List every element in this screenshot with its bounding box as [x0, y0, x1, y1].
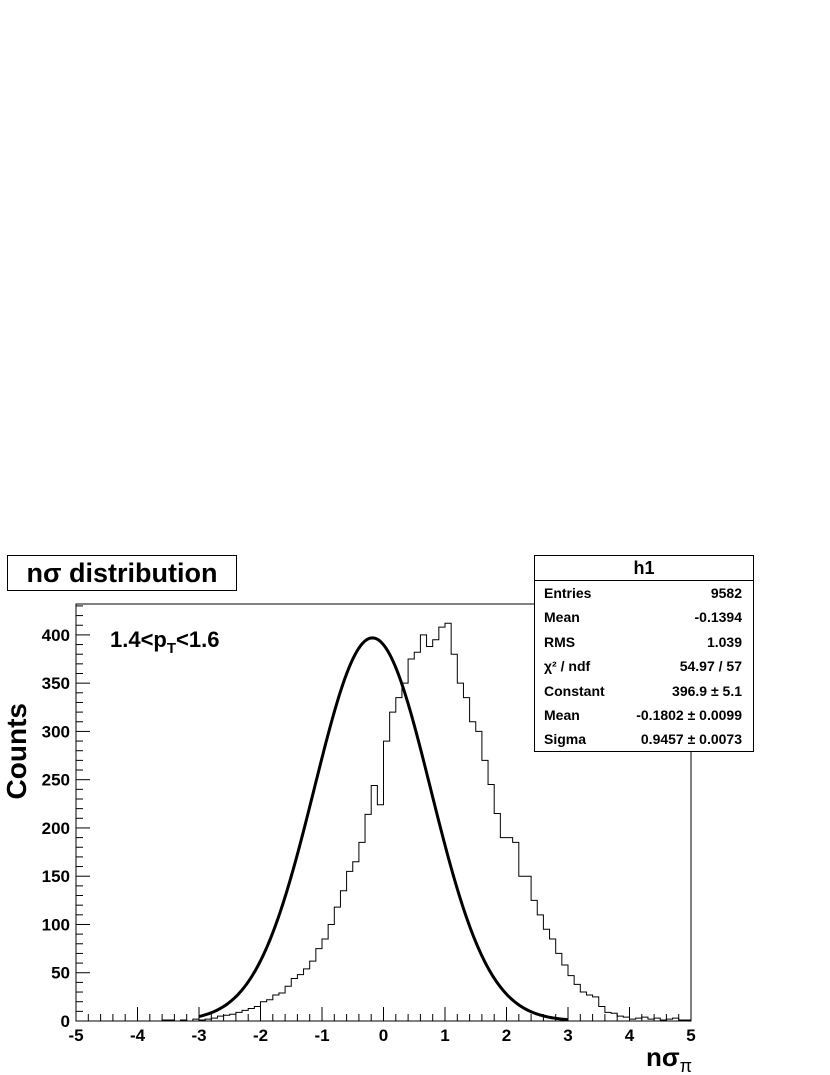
pt-range-annotation: 1.4<pT<1.6 [110, 627, 219, 657]
annotation-suffix: <1.6 [176, 627, 219, 652]
histogram-bars [76, 622, 692, 1022]
stats-value: 1.039 [706, 633, 742, 650]
x-axis-label-sub: π [680, 1056, 692, 1075]
y-tick-label: 0 [61, 1012, 70, 1031]
y-tick-label: 350 [42, 674, 70, 693]
y-tick-label: 100 [42, 915, 70, 934]
x-tick-labels: -5 -4 -3 -2 -1 0 1 2 3 4 5 [68, 1026, 695, 1045]
annotation-subscript: T [167, 640, 176, 657]
x-tick-label: 1 [440, 1026, 449, 1045]
stats-row: Constant 396.9 ± 5.1 [535, 679, 753, 703]
x-axis-ticks [75, 1007, 692, 1021]
y-tick-label: 250 [42, 771, 70, 790]
chart-title: nσ distribution [7, 555, 237, 591]
stats-label: Mean [544, 609, 580, 626]
stats-title: h1 [535, 556, 753, 581]
y-axis-label: Counts [1, 703, 32, 799]
stats-value: -0.1394 [694, 609, 742, 626]
stats-rows: Entries 9582 Mean -0.1394 RMS 1.039 χ² / ndf 54… [535, 581, 753, 752]
x-tick-label: -3 [191, 1026, 206, 1045]
gaussian-fit-curve [198, 636, 569, 1022]
y-axis-ticks [76, 605, 90, 1022]
stats-value: 0.9457 ± 0.0073 [640, 731, 742, 748]
x-tick-label: -5 [68, 1026, 83, 1045]
y-tick-label: 200 [42, 819, 70, 838]
x-tick-label: 3 [563, 1026, 572, 1045]
stats-label: Entries [544, 585, 592, 601]
stats-row: χ² / ndf 54.97 / 57 [535, 654, 753, 678]
stats-row: Sigma 0.9457 ± 0.0073 [535, 727, 753, 751]
x-tick-label: -1 [314, 1026, 329, 1045]
stats-row: Mean -0.1802 ± 0.0099 [535, 703, 753, 727]
x-tick-label: 2 [502, 1026, 511, 1045]
y-tick-label: 50 [51, 964, 70, 983]
stats-row: Entries 9582 [535, 581, 753, 605]
x-axis-label-main: nσ [646, 1042, 680, 1072]
y-tick-labels: 0 50 100 150 200 250 300 350 400 [42, 626, 70, 1031]
stats-box: h1 Entries 9582 Mean -0.1394 RMS 1.039 χ² / nd… [534, 555, 754, 752]
y-tick-label: 300 [42, 722, 70, 741]
x-tick-label: 4 [625, 1026, 635, 1045]
stats-label: Sigma [544, 731, 587, 748]
stats-label: Constant [544, 682, 605, 699]
x-tick-label: 5 [686, 1026, 695, 1045]
stats-row: RMS 1.039 [535, 630, 753, 654]
x-axis-label: nσπ [646, 1042, 692, 1075]
x-tick-label: -4 [130, 1026, 146, 1045]
stats-row: Mean -0.1394 [535, 605, 753, 629]
stats-value: 9582 [710, 585, 742, 601]
stats-value: 396.9 ± 5.1 [672, 682, 742, 699]
stats-value: -0.1802 ± 0.0099 [636, 706, 742, 723]
annotation-prefix: 1.4<p [110, 627, 167, 652]
y-tick-label: 150 [42, 867, 70, 886]
x-tick-label: 0 [379, 1026, 388, 1045]
stats-value: 54.97 / 57 [679, 658, 742, 675]
stats-label: Mean [544, 706, 580, 723]
stats-label: RMS [544, 633, 576, 650]
y-tick-label: 400 [42, 626, 70, 645]
x-tick-label: -2 [253, 1026, 268, 1045]
stats-label: χ² / ndf [544, 658, 591, 675]
